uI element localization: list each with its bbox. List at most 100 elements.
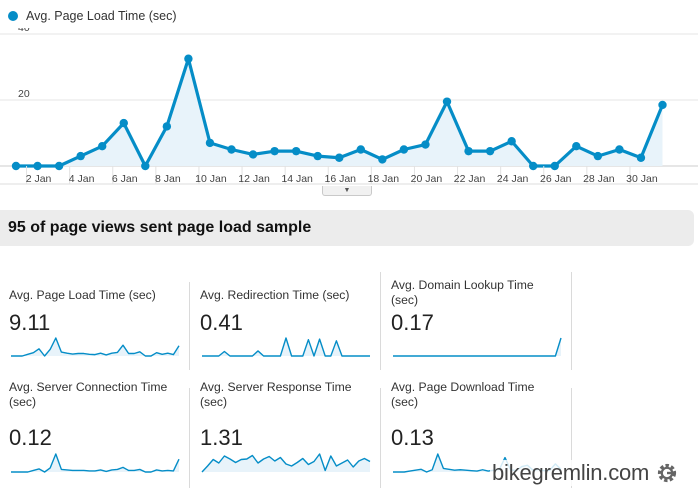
- x-tick-label: 12 Jan: [238, 173, 270, 185]
- x-tick-label: 10 Jan: [195, 173, 227, 185]
- caret-down-icon: ▼: [343, 187, 351, 194]
- tile-divider: [189, 388, 190, 488]
- metric-sparkline: [393, 337, 562, 357]
- data-point: [658, 100, 667, 110]
- data-point: [270, 146, 279, 156]
- sparkline-area: [11, 338, 179, 356]
- data-point: [227, 145, 236, 154]
- metric-label: Avg. Server Response Time (sec): [200, 380, 352, 409]
- chart-legend[interactable]: Avg. Page Load Time (sec): [8, 7, 177, 25]
- data-point: [162, 122, 172, 131]
- sparkline-line: [11, 337, 180, 357]
- gear-logo-icon: [658, 463, 677, 483]
- metric-tile[interactable]: Avg. Server Connection Time (sec) 0.12: [0, 270, 182, 490]
- y-tick-label: 40: [18, 28, 30, 34]
- watermark: bikegremlin.com: [490, 460, 684, 486]
- legend-label: Avg. Page Load Time (sec): [26, 9, 177, 23]
- data-point: [119, 118, 128, 128]
- metric-value: 0.12: [9, 425, 52, 450]
- data-point: [572, 142, 581, 151]
- data-point: [33, 161, 42, 171]
- data-point: [615, 145, 624, 154]
- y-tick-label: 20: [18, 88, 30, 100]
- banner-text: 95 of page views sent page load sample: [8, 219, 312, 236]
- metric-value: 0.41: [200, 310, 243, 335]
- page-load-time-chart[interactable]: 40 20 2 Jan 4 Jan 6 Jan 8 Jan 10 Jan 12 Jan 14 J…: [0, 28, 698, 198]
- data-point: [464, 146, 473, 156]
- data-point: [356, 145, 365, 154]
- x-tick-label: 20 Jan: [411, 173, 443, 185]
- data-point: [11, 161, 21, 171]
- series-area: [16, 58, 663, 166]
- data-point: [636, 153, 646, 162]
- x-tick-label: 4 Jan: [69, 173, 95, 185]
- data-point: [529, 161, 538, 171]
- metric-sparkline: [11, 453, 180, 473]
- metric-value: 0.17: [391, 310, 434, 335]
- data-point: [550, 161, 559, 171]
- metric-label: Avg. Server Connection Time (sec): [9, 380, 168, 409]
- data-point: [335, 153, 344, 162]
- page-load-sample-banner: 95 of page views sent page load sample: [0, 210, 694, 246]
- metric-sparkline: [201, 453, 371, 473]
- x-tick-label: 30 Jan: [626, 173, 658, 185]
- data-point: [205, 138, 215, 148]
- metric-sparkline: [11, 337, 180, 357]
- data-point: [54, 161, 64, 171]
- x-tick-label: 8 Jan: [155, 173, 181, 185]
- x-tick-label: 6 Jan: [112, 173, 138, 185]
- tile-divider: [380, 272, 381, 370]
- metric-tile[interactable]: Avg. Page Download Time (sec) 0.13: [382, 270, 564, 490]
- x-tick-label: 14 Jan: [281, 173, 313, 185]
- metric-tile[interactable]: Avg. Server Response Time (sec) 1.31: [191, 270, 373, 490]
- data-point: [248, 150, 258, 159]
- watermark-text: bikegremlin.com: [492, 460, 650, 485]
- tile-divider: [571, 272, 572, 370]
- data-point: [378, 155, 387, 164]
- data-point: [76, 151, 85, 161]
- sparkline-line: [201, 453, 371, 473]
- metric-label: Avg. Redirection Time (sec): [200, 288, 350, 302]
- x-tick-label: 16 Jan: [324, 173, 356, 185]
- sparkline-line: [202, 337, 370, 357]
- series-dot-icon: [8, 11, 18, 21]
- data-point: [141, 161, 150, 171]
- metric-value: 1.31: [200, 425, 243, 450]
- data-point: [507, 137, 516, 146]
- data-point: [313, 151, 322, 161]
- x-tick-label: 18 Jan: [368, 173, 400, 185]
- tile-divider: [189, 282, 190, 370]
- data-point: [593, 151, 603, 161]
- metric-tile[interactable]: Avg. Page Load Time (sec) 9.11: [0, 270, 182, 490]
- data-point: [98, 142, 107, 151]
- x-tick-label: 22 Jan: [454, 173, 486, 185]
- sparkline-area: [11, 454, 179, 472]
- data-point: [184, 54, 193, 63]
- data-point: [442, 97, 452, 106]
- x-tick-label: 24 Jan: [497, 173, 529, 185]
- x-tick-label: 28 Jan: [583, 173, 615, 185]
- sparkline-line: [393, 337, 562, 357]
- chart-expand-handle[interactable]: ▼: [322, 186, 372, 196]
- data-point: [291, 146, 301, 156]
- sparkline-area: [393, 454, 561, 472]
- metric-label: Avg. Page Load Time (sec): [9, 288, 156, 302]
- data-point: [421, 140, 430, 149]
- sparkline-area: [202, 454, 370, 472]
- x-tick-label: 26 Jan: [540, 173, 572, 185]
- x-tick-label: 2 Jan: [26, 173, 52, 185]
- sparkline-area: [202, 338, 370, 356]
- data-point: [485, 146, 495, 156]
- metric-label: Avg. Page Download Time (sec): [391, 380, 535, 409]
- metric-tiles: Avg. Page Load Time (sec) 9.11 Avg. Redire…: [0, 270, 698, 490]
- metric-sparkline: [202, 337, 370, 357]
- metric-label: Avg. Domain Lookup Time (sec): [391, 278, 534, 307]
- data-point: [399, 145, 409, 154]
- tile-divider: [571, 388, 572, 488]
- metric-value: 9.11: [9, 310, 51, 335]
- metric-tile[interactable]: Avg. Redirection Time (sec) 0.41: [191, 270, 373, 490]
- tile-divider: [380, 388, 381, 488]
- sparkline-line: [11, 453, 180, 473]
- metric-tile[interactable]: Avg. Domain Lookup Time (sec) 0.17: [382, 270, 564, 490]
- metric-value: 0.13: [391, 425, 434, 450]
